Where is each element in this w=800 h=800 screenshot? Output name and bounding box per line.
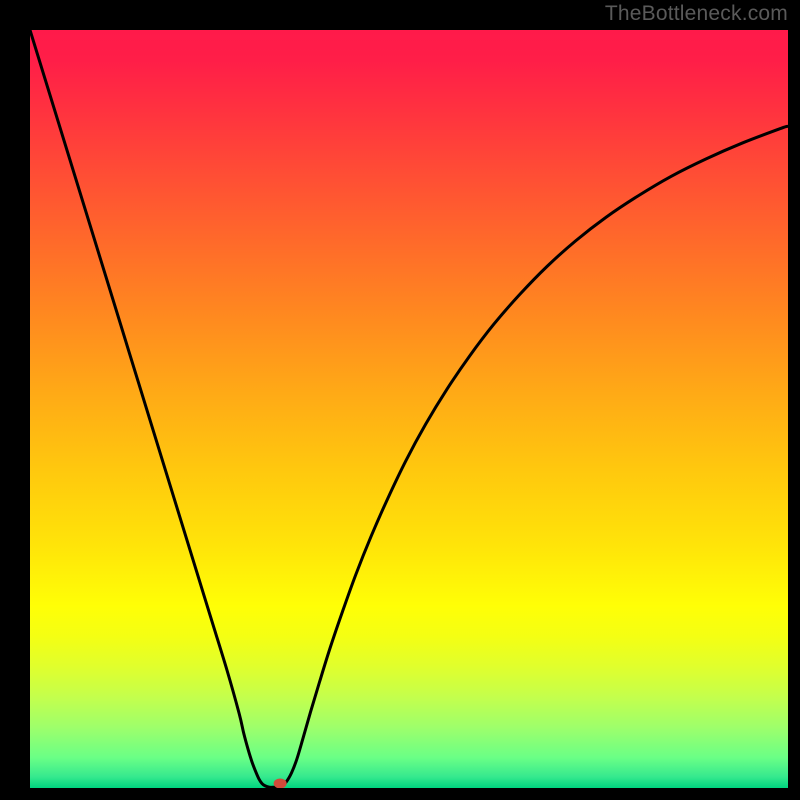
plot-svg [30,30,788,788]
gradient-background [30,30,788,788]
plot-area [30,30,788,788]
minimum-marker [274,778,287,788]
chart-container: TheBottleneck.com [0,0,800,800]
source-watermark: TheBottleneck.com [605,2,788,26]
